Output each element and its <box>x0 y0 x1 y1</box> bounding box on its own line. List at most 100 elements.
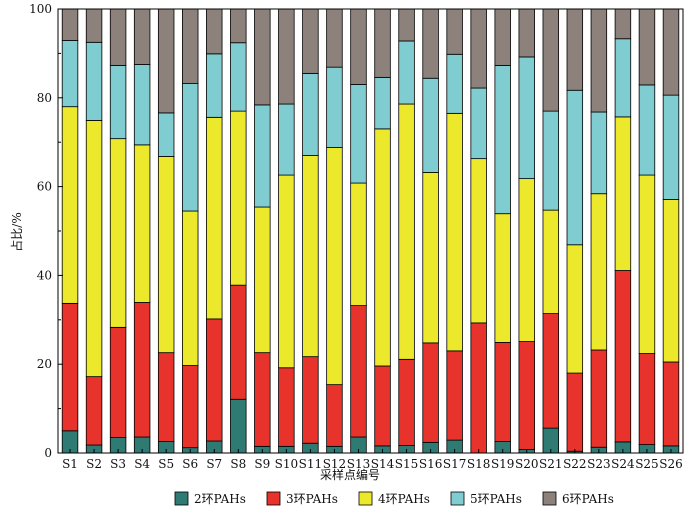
bar-segment-S4-series-3 <box>133 302 151 438</box>
bar-segment-S14-series-3 <box>374 365 391 447</box>
x-tick-label: S23 <box>587 457 611 471</box>
bar-segment-S10-series-3 <box>278 367 295 447</box>
bar-segment-S16-series-3 <box>422 342 439 443</box>
x-tick-label: S16 <box>419 457 443 471</box>
bar-segment-S1-series-5 <box>61 40 79 108</box>
bar-segment-S18-series-4 <box>470 158 487 324</box>
y-axis-title: 占比/% <box>9 212 24 251</box>
bar-segment-S26-series-6 <box>662 8 680 96</box>
bar-segment-S14-series-6 <box>374 8 391 78</box>
bar-segment-S19-series-4 <box>494 213 511 343</box>
x-tick-label: S21 <box>539 457 563 471</box>
bar-segment-S17-series-4 <box>446 112 463 352</box>
bar-segment-S9-series-5 <box>254 104 271 208</box>
bar-segment-S17-series-3 <box>446 350 463 441</box>
bar-segment-S1-series-4 <box>61 106 79 304</box>
x-tick-label: S9 <box>254 457 270 471</box>
bar-segment-S9-series-3 <box>254 352 271 447</box>
bar-segment-S8-series-3 <box>230 284 247 400</box>
bar-segment-S16-series-5 <box>422 77 439 173</box>
bar-segment-S6-series-6 <box>181 8 199 84</box>
legend-label: 2环PAHs <box>194 492 246 506</box>
bar-segment-S16-series-4 <box>422 171 439 344</box>
x-tick-label: S1 <box>62 457 78 471</box>
bar-segment-S10-series-6 <box>278 8 295 105</box>
x-tick-label: S5 <box>158 457 174 471</box>
bar-segment-S8-series-5 <box>230 42 247 112</box>
bar-segment-S14-series-5 <box>374 76 391 130</box>
bar-segment-S15-series-3 <box>398 358 415 446</box>
x-tick-label: S11 <box>299 457 323 471</box>
bar-segment-S17-series-6 <box>446 8 463 55</box>
legend-swatch <box>358 491 373 506</box>
x-tick-label: S7 <box>206 457 222 471</box>
x-tick-label: S3 <box>110 457 126 471</box>
bar-segment-S22-series-3 <box>566 372 584 452</box>
bar-segment-S11-series-6 <box>302 8 319 74</box>
y-tick-label: 80 <box>37 91 52 105</box>
x-tick-label: S4 <box>134 457 150 471</box>
bar-segment-S13-series-5 <box>350 84 367 184</box>
bar-segment-S13-series-4 <box>350 182 367 306</box>
bar-segment-S1-series-6 <box>61 8 79 41</box>
y-tick-label: 60 <box>37 180 52 194</box>
x-axis-title: 采样点编号 <box>320 467 380 482</box>
x-tick-label: S24 <box>611 457 635 471</box>
bar-segment-S9-series-4 <box>254 206 271 354</box>
bar-segment-S17-series-5 <box>446 53 463 114</box>
bar-segment-S25-series-4 <box>638 174 656 354</box>
x-tick-label: S12 <box>323 457 347 471</box>
bar-segment-S5-series-4 <box>157 156 175 354</box>
bar-segment-S18-series-6 <box>470 8 487 89</box>
bar-segment-S23-series-6 <box>590 8 608 113</box>
bar-segment-S12-series-5 <box>326 66 343 148</box>
bar-segment-S11-series-4 <box>302 155 319 358</box>
x-tick-label: S25 <box>635 457 659 471</box>
bar-segment-S8-series-6 <box>230 8 247 44</box>
bar-segment-S24-series-6 <box>614 8 632 40</box>
legend: 2环PAHs 3环PAHs 4环PAHs 5环PAHs 6环PAHs <box>174 491 614 506</box>
bar-segment-S12-series-4 <box>326 147 343 386</box>
bar-segment-S12-series-6 <box>326 8 343 68</box>
bar-segment-S15-series-6 <box>398 8 415 42</box>
x-tick-label: S19 <box>491 457 515 471</box>
bar-segment-S7-series-4 <box>206 116 223 320</box>
bar-segment-S11-series-5 <box>302 72 319 156</box>
bar-segment-S7-series-5 <box>206 53 223 118</box>
bar-segment-S24-series-5 <box>614 38 632 118</box>
bar-segment-S19-series-3 <box>494 342 511 442</box>
bar-segment-S18-series-3 <box>470 322 487 454</box>
bar-segment-S5-series-3 <box>157 352 175 442</box>
x-tick-label: S18 <box>467 457 491 471</box>
bar-segment-S18-series-5 <box>470 87 487 160</box>
x-tick-label: S15 <box>395 457 419 471</box>
bar-segment-S6-series-4 <box>181 210 199 366</box>
bar-segment-S22-series-5 <box>566 89 584 246</box>
bar-segment-S2-series-4 <box>85 120 103 378</box>
x-tick-label: S10 <box>275 457 299 471</box>
bar-segment-S24-series-4 <box>614 116 632 271</box>
bar-segment-S2-series-5 <box>85 41 103 121</box>
bar-segment-S20-series-6 <box>518 8 535 58</box>
bar-segment-S6-series-5 <box>181 83 199 212</box>
bar-segment-S5-series-5 <box>157 112 175 157</box>
x-tick-label: S22 <box>563 457 587 471</box>
y-tick-label: 40 <box>37 268 52 282</box>
bar-segment-S22-series-6 <box>566 8 584 91</box>
bar-segment-S9-series-6 <box>254 8 271 106</box>
bar-segment-S13-series-3 <box>350 305 367 438</box>
x-tick-label: S6 <box>182 457 198 471</box>
bar-segment-S21-series-4 <box>542 209 560 314</box>
bar-segment-S7-series-3 <box>206 318 223 442</box>
bar-segment-S20-series-5 <box>518 56 535 180</box>
x-tick-label: S13 <box>347 457 371 471</box>
bar-segment-S12-series-3 <box>326 384 343 447</box>
bar-segment-S20-series-3 <box>518 341 535 450</box>
bar-segment-S19-series-5 <box>494 64 511 215</box>
bar-segment-S11-series-3 <box>302 356 319 444</box>
bar-segment-S25-series-6 <box>638 8 656 86</box>
bar-segment-S2-series-3 <box>85 376 103 446</box>
bar-segment-S10-series-4 <box>278 174 295 369</box>
bar-segment-S4-series-5 <box>133 64 151 146</box>
bar-segment-S7-series-6 <box>206 8 223 55</box>
